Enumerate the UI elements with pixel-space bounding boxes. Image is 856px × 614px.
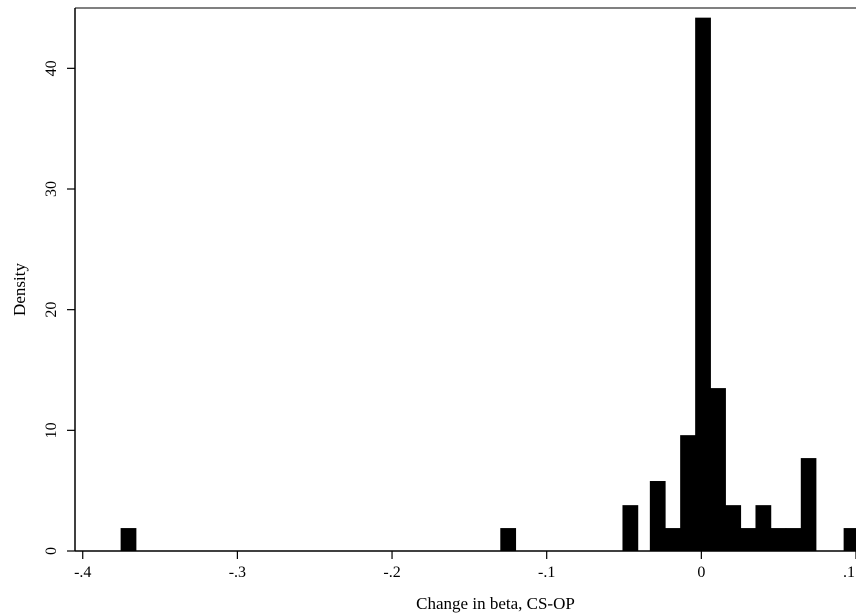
histogram-bar [120, 528, 137, 551]
histogram-bar [500, 528, 517, 551]
x-axis-title: Change in beta, CS-OP [416, 594, 575, 613]
y-tick-label: 20 [43, 302, 60, 318]
y-tick-label: 40 [43, 60, 60, 76]
histogram-bar [622, 505, 639, 551]
histogram-bar [843, 528, 856, 551]
x-tick-label: -.2 [383, 564, 400, 581]
axes [74, 7, 856, 552]
histogram-bar [770, 528, 787, 551]
histogram-bar [725, 505, 742, 551]
histogram-bar [740, 528, 757, 551]
x-axis-ticks: -.4 -.3 -.2 -.1 0 .1 [74, 551, 856, 581]
x-tick-label: .1 [843, 564, 855, 581]
y-tick-label: 10 [43, 422, 60, 438]
x-tick-label: 0 [697, 564, 705, 581]
y-tick-label: 30 [43, 181, 60, 197]
x-tick-label: -.3 [229, 564, 246, 581]
histogram-bar [680, 435, 696, 551]
histogram-bar [710, 388, 726, 551]
histogram-bars [120, 17, 856, 551]
y-tick-label: 0 [43, 547, 60, 555]
histogram-bar [665, 528, 681, 551]
histogram-bar [755, 505, 772, 551]
histogram-bar [800, 458, 817, 551]
histogram-bar [649, 481, 666, 551]
y-axis-title: Density [10, 263, 29, 316]
histogram-bar [695, 17, 711, 551]
x-tick-label: -.1 [538, 564, 555, 581]
histogram-bar [785, 528, 802, 551]
x-tick-label: -.4 [74, 564, 91, 581]
y-axis-ticks: 0 10 20 30 40 [43, 60, 75, 555]
